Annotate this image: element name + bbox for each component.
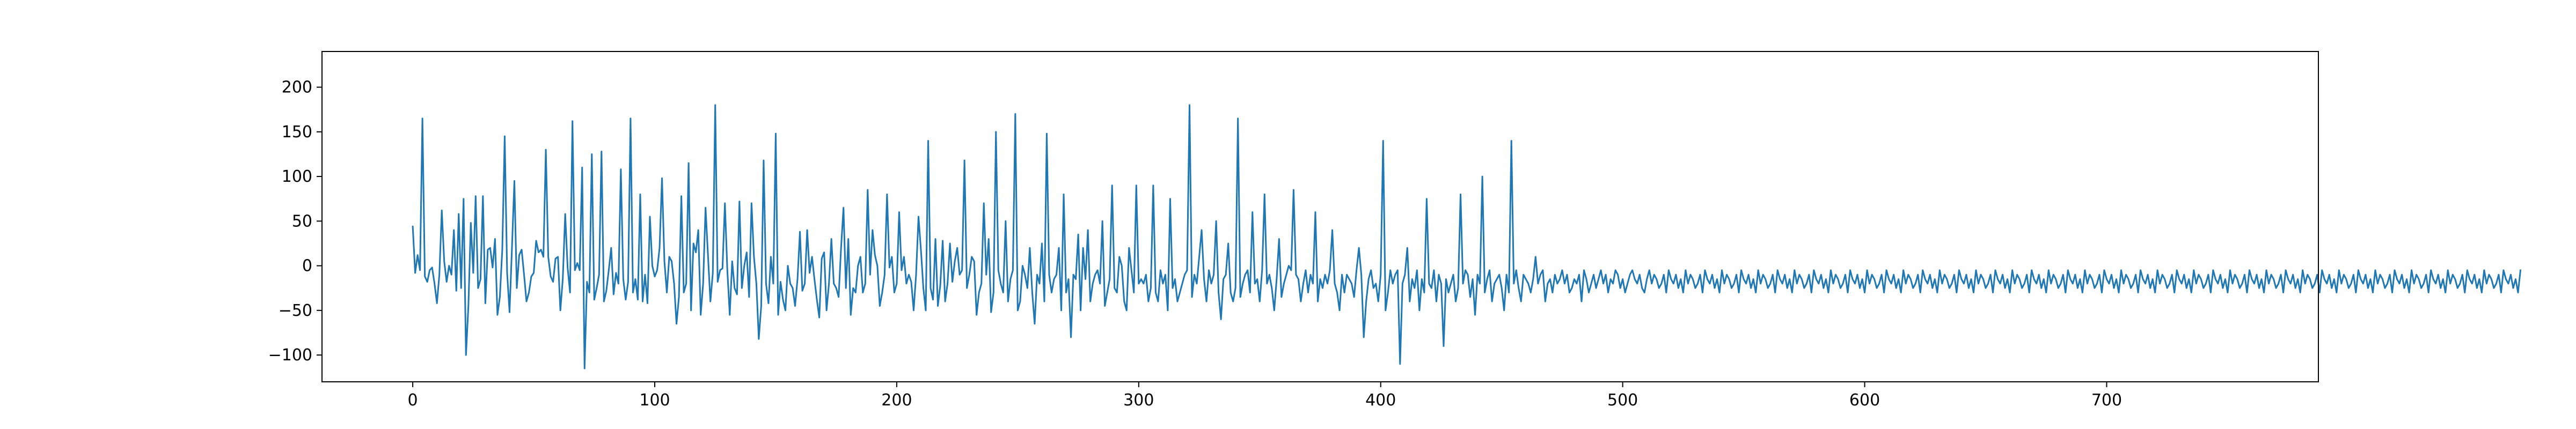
x-tick-label: 600 [1849,391,1880,410]
x-tick-label: 0 [408,391,418,410]
y-tick-label: 0 [302,257,312,276]
y-tick-label: 50 [292,212,312,231]
x-tick-label: 700 [2091,391,2122,410]
x-tick-label: 200 [881,391,912,410]
x-tick-label: 300 [1123,391,1154,410]
x-tick-label: 500 [1607,391,1638,410]
x-axis: 0 100 200 300 400 500 600 700 [408,382,2122,410]
series-line-0 [412,104,2522,369]
y-axis: −100 −50 0 50 100 150 200 [268,78,322,365]
y-tick-label: −100 [268,346,312,365]
x-tick-label: 100 [639,391,670,410]
y-tick-label: 200 [282,78,312,97]
y-tick-label: −50 [279,301,312,320]
y-tick-label: 150 [282,123,312,142]
plot-area [412,104,2522,369]
axes-frame [321,51,2319,382]
x-tick-label: 400 [1365,391,1396,410]
y-tick-label: 100 [282,167,312,186]
